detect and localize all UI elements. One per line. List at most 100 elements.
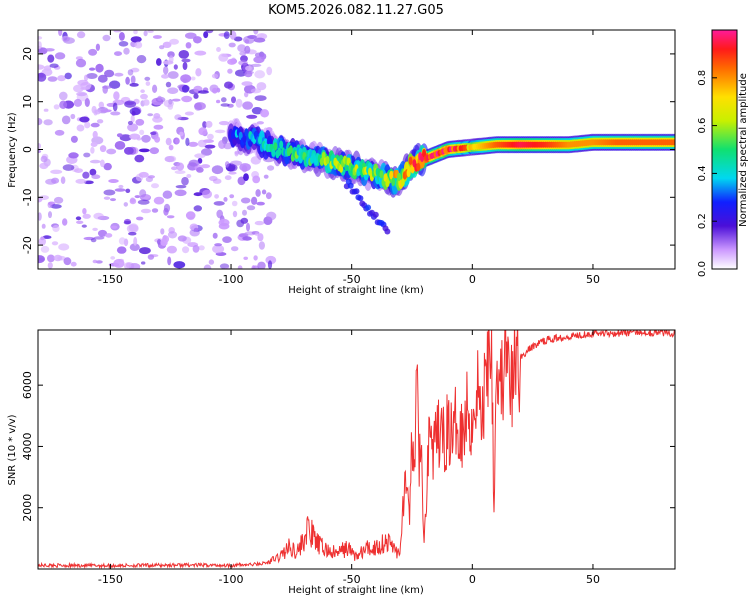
ridge-branch-cell (365, 204, 372, 211)
noise-blob (114, 51, 122, 56)
ridge-cell (400, 178, 405, 187)
noise-blob (76, 124, 85, 132)
noise-blob (228, 171, 237, 175)
noise-blob (254, 70, 266, 79)
noise-blob (139, 247, 151, 255)
snr-y-tick-label: 4000 (21, 432, 34, 460)
noise-blob (193, 93, 199, 99)
spectrogram-y-label: Frequency (Hz) (7, 112, 18, 188)
noise-blob (102, 34, 111, 42)
noise-blob (266, 211, 277, 221)
noise-blob (193, 36, 202, 44)
spectrogram-x-label: Height of straight line (km) (288, 285, 424, 296)
noise-blob (224, 81, 233, 89)
noise-blob (44, 48, 55, 52)
noise-blob (195, 68, 202, 77)
noise-blob (48, 211, 52, 219)
noise-blob (222, 236, 232, 244)
noise-blob (116, 133, 123, 138)
noise-blob (128, 223, 139, 232)
x-tick-label: -50 (343, 273, 361, 286)
noise-blob (77, 79, 89, 86)
noise-blob (39, 162, 49, 170)
noise-blob (126, 262, 132, 269)
noise-blob (70, 261, 77, 267)
chart-title: KOM5.2026.082.11.27.G05 (268, 3, 444, 18)
noise-blob (76, 220, 84, 224)
noise-blob (43, 108, 49, 112)
noise-blob (267, 165, 275, 171)
noise-blob (218, 121, 230, 126)
x-tick-label: 0 (469, 273, 476, 286)
noise-blob (51, 241, 59, 246)
noise-blob (82, 213, 91, 219)
noise-blob (232, 210, 238, 218)
noise-blob (64, 72, 72, 80)
noise-blob (113, 91, 120, 101)
noise-blob (82, 171, 90, 179)
noise-blob (53, 196, 64, 204)
noise-blob (141, 134, 151, 143)
noise-blob (60, 176, 66, 184)
noise-blob (245, 65, 252, 71)
x-tick-label: 50 (586, 273, 600, 286)
noise-blob (145, 81, 151, 86)
noise-blob (97, 229, 108, 237)
noise-blob (153, 124, 164, 130)
noise-blob (231, 200, 238, 207)
noise-blob (174, 189, 187, 197)
noise-blob (179, 131, 184, 137)
snr-axes: -150 -100 -50 0 50 2000 4000 6000 (21, 330, 675, 586)
noise-blob (89, 168, 97, 176)
noise-blob (90, 142, 98, 147)
noise-blob (83, 74, 89, 82)
noise-blob (267, 260, 273, 269)
noise-blob (174, 114, 182, 121)
noise-blob (242, 101, 254, 110)
noise-blob (167, 87, 179, 94)
noise-blob (265, 255, 277, 265)
noise-blob (134, 41, 143, 49)
colorbar-ticks: 0.0 0.2 0.4 0.6 0.8 (697, 70, 717, 277)
x-tick-label: -150 (98, 273, 123, 286)
noise-blob (180, 74, 192, 83)
noise-blob (38, 143, 42, 149)
noise-blob (228, 164, 238, 172)
noise-blob (113, 30, 122, 33)
noise-blob (203, 264, 212, 269)
noise-blob (110, 111, 121, 116)
noise-blob (114, 72, 124, 77)
noise-blob (92, 227, 98, 231)
noise-blob (244, 39, 250, 44)
noise-blob (175, 138, 180, 144)
noise-blob (38, 149, 42, 154)
noise-blob (165, 81, 172, 88)
noise-blob (162, 190, 173, 199)
colorbar-tick-label: 0.2 (697, 213, 708, 229)
noise-blob (47, 76, 58, 82)
snr-x-tick-label: -150 (98, 573, 123, 586)
noise-blob (40, 245, 50, 253)
noise-blob (108, 179, 119, 183)
noise-blob (130, 36, 142, 43)
noise-blob (140, 93, 148, 100)
noise-blob (129, 243, 140, 251)
noise-blob (198, 127, 208, 136)
noise-blob (242, 209, 247, 216)
noise-blob (185, 137, 190, 147)
noise-blob (52, 224, 60, 233)
noise-blob (38, 257, 45, 261)
noise-blob (136, 216, 144, 221)
noise-blob (129, 83, 139, 87)
noise-blob (110, 198, 116, 202)
noise-blob (90, 238, 97, 243)
noise-blob (130, 197, 136, 203)
snr-x-label: Height of straight line (km) (288, 585, 424, 596)
noise-blob (50, 204, 62, 209)
noise-blob (171, 166, 178, 171)
ridge-cell (397, 172, 401, 182)
ridge-cell (379, 170, 384, 179)
noise-blob (93, 212, 104, 220)
noise-blob (150, 131, 157, 135)
noise-blob (240, 197, 251, 204)
